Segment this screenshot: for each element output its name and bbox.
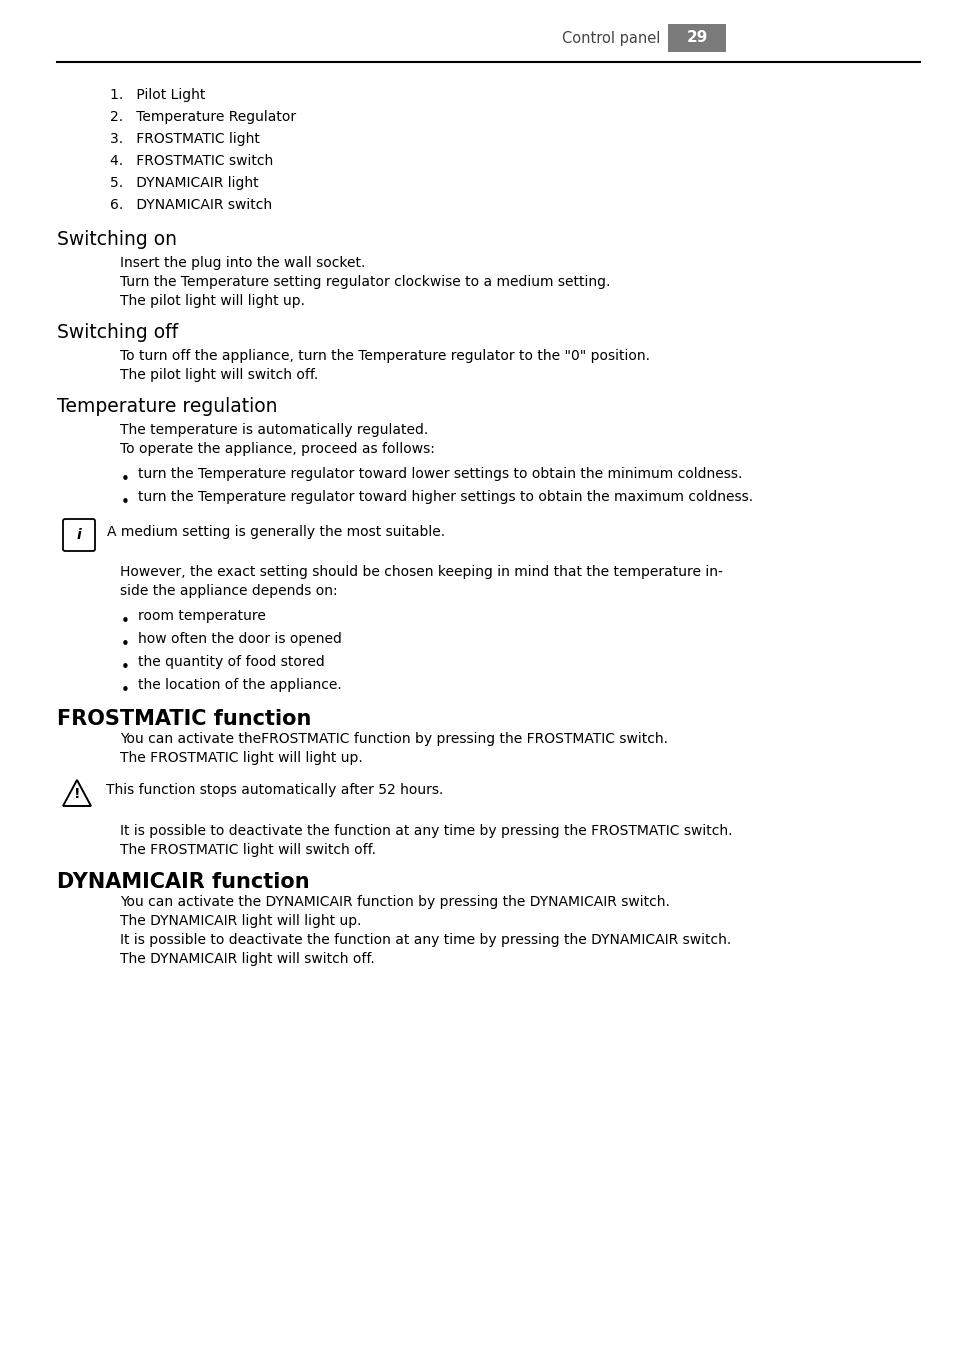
Text: Turn the Temperature setting regulator clockwise to a medium setting.: Turn the Temperature setting regulator c… bbox=[120, 274, 610, 289]
Text: 2.   Temperature Regulator: 2. Temperature Regulator bbox=[110, 110, 295, 124]
Text: The DYNAMICAIR light will light up.: The DYNAMICAIR light will light up. bbox=[120, 914, 361, 927]
Text: the location of the appliance.: the location of the appliance. bbox=[138, 677, 341, 692]
Text: It is possible to deactivate the function at any time by pressing the FROSTMATIC: It is possible to deactivate the functio… bbox=[120, 823, 732, 838]
Text: You can activate the DYNAMICAIR function by pressing the DYNAMICAIR switch.: You can activate the DYNAMICAIR function… bbox=[120, 895, 669, 909]
Text: This function stops automatically after 52 hours.: This function stops automatically after … bbox=[106, 783, 443, 796]
FancyBboxPatch shape bbox=[63, 519, 95, 552]
Text: 5.   DYNAMICAIR light: 5. DYNAMICAIR light bbox=[110, 176, 258, 191]
Text: •: • bbox=[120, 637, 130, 652]
Text: i: i bbox=[76, 529, 81, 542]
Text: FROSTMATIC function: FROSTMATIC function bbox=[57, 708, 311, 729]
Text: The temperature is automatically regulated.: The temperature is automatically regulat… bbox=[120, 423, 428, 437]
Text: It is possible to deactivate the function at any time by pressing the DYNAMICAIR: It is possible to deactivate the functio… bbox=[120, 933, 731, 946]
Text: You can activate theFROSTMATIC function by pressing the FROSTMATIC switch.: You can activate theFROSTMATIC function … bbox=[120, 731, 667, 746]
Text: •: • bbox=[120, 472, 130, 487]
Text: the quantity of food stored: the quantity of food stored bbox=[138, 654, 324, 669]
Text: DYNAMICAIR function: DYNAMICAIR function bbox=[57, 872, 310, 892]
Text: Insert the plug into the wall socket.: Insert the plug into the wall socket. bbox=[120, 256, 365, 270]
Text: 3.   FROSTMATIC light: 3. FROSTMATIC light bbox=[110, 132, 259, 146]
Text: side the appliance depends on:: side the appliance depends on: bbox=[120, 584, 337, 598]
Text: However, the exact setting should be chosen keeping in mind that the temperature: However, the exact setting should be cho… bbox=[120, 565, 722, 579]
Text: The FROSTMATIC light will switch off.: The FROSTMATIC light will switch off. bbox=[120, 844, 375, 857]
Text: The pilot light will light up.: The pilot light will light up. bbox=[120, 293, 305, 308]
Text: •: • bbox=[120, 660, 130, 675]
Text: The FROSTMATIC light will light up.: The FROSTMATIC light will light up. bbox=[120, 750, 362, 765]
Text: room temperature: room temperature bbox=[138, 608, 266, 623]
Text: 29: 29 bbox=[685, 31, 707, 46]
Text: 4.   FROSTMATIC switch: 4. FROSTMATIC switch bbox=[110, 154, 273, 168]
Text: To turn off the appliance, turn the Temperature regulator to the "0" position.: To turn off the appliance, turn the Temp… bbox=[120, 349, 649, 362]
Text: To operate the appliance, proceed as follows:: To operate the appliance, proceed as fol… bbox=[120, 442, 435, 456]
Text: 6.   DYNAMICAIR switch: 6. DYNAMICAIR switch bbox=[110, 197, 272, 212]
Text: how often the door is opened: how often the door is opened bbox=[138, 631, 341, 646]
Text: turn the Temperature regulator toward lower settings to obtain the minimum coldn: turn the Temperature regulator toward lo… bbox=[138, 466, 741, 481]
Text: The DYNAMICAIR light will switch off.: The DYNAMICAIR light will switch off. bbox=[120, 952, 375, 965]
Text: The pilot light will switch off.: The pilot light will switch off. bbox=[120, 368, 318, 383]
Text: A medium setting is generally the most suitable.: A medium setting is generally the most s… bbox=[107, 525, 445, 539]
Text: Control panel: Control panel bbox=[561, 31, 659, 46]
Text: Temperature regulation: Temperature regulation bbox=[57, 397, 277, 416]
Text: turn the Temperature regulator toward higher settings to obtain the maximum cold: turn the Temperature regulator toward hi… bbox=[138, 489, 752, 504]
Text: !: ! bbox=[73, 787, 80, 802]
Text: Switching off: Switching off bbox=[57, 323, 178, 342]
FancyBboxPatch shape bbox=[667, 24, 725, 51]
Text: Switching on: Switching on bbox=[57, 230, 177, 249]
Text: •: • bbox=[120, 683, 130, 698]
Text: •: • bbox=[120, 495, 130, 510]
Text: •: • bbox=[120, 614, 130, 629]
Text: 1.   Pilot Light: 1. Pilot Light bbox=[110, 88, 205, 101]
